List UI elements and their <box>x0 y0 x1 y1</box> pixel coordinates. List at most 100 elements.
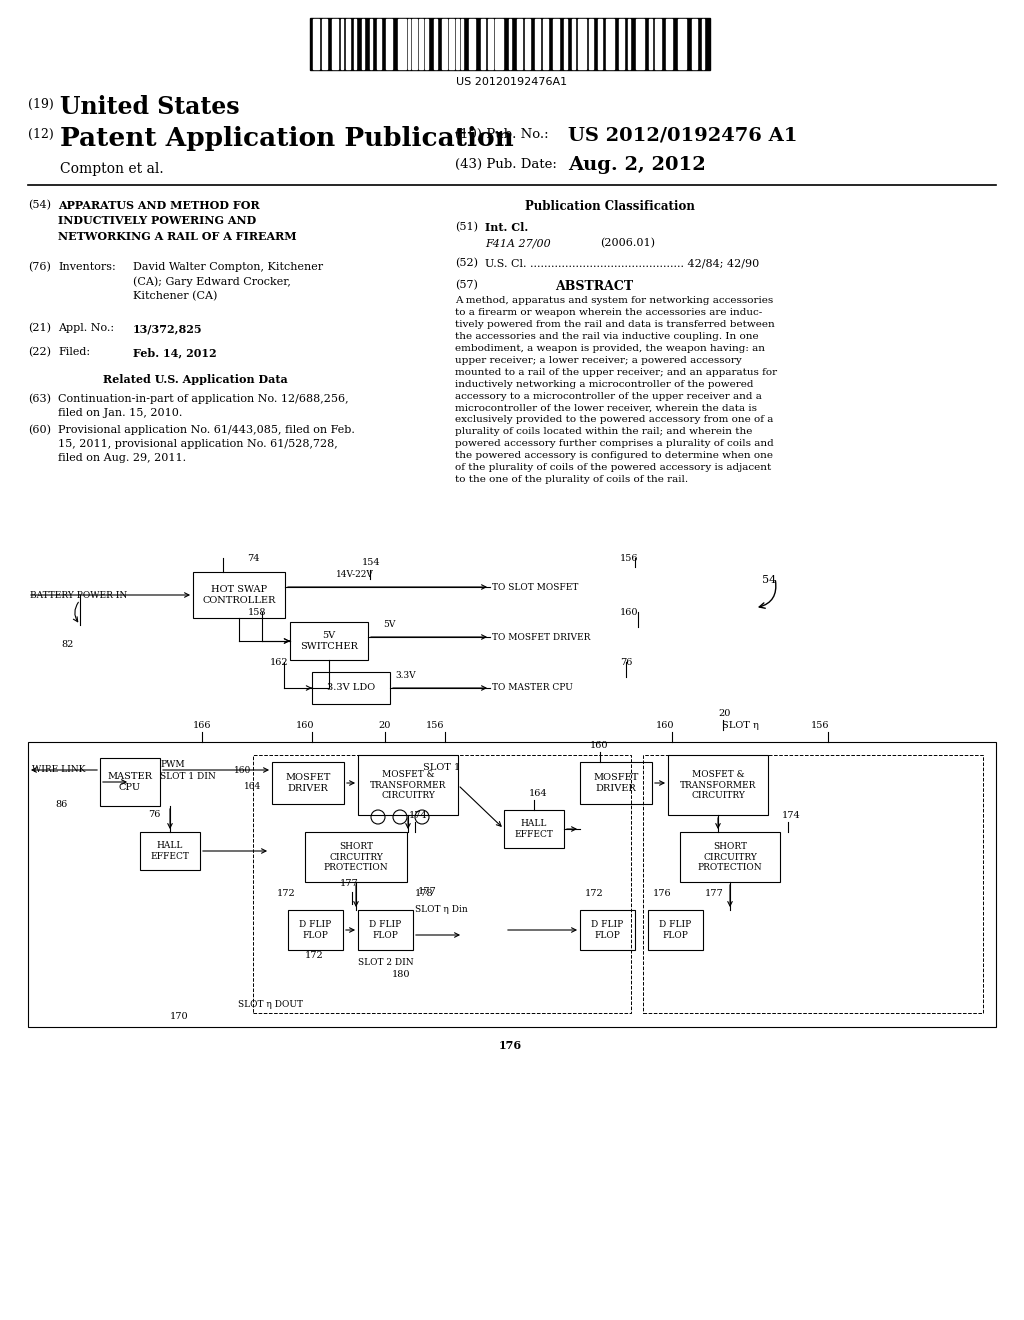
Text: 180: 180 <box>392 970 411 979</box>
Text: D FLIP
FLOP: D FLIP FLOP <box>659 920 691 940</box>
Text: 86: 86 <box>55 800 68 809</box>
Bar <box>313 18 319 69</box>
Text: A method, apparatus and system for networking accessories
to a firearm or weapon: A method, apparatus and system for netwo… <box>455 296 777 484</box>
Text: D FLIP
FLOP: D FLIP FLOP <box>370 920 401 940</box>
Bar <box>488 18 493 69</box>
Bar <box>580 909 635 950</box>
Bar <box>28 742 996 1027</box>
Text: HALL
EFFECT: HALL EFFECT <box>151 841 189 861</box>
Text: 5V
SWITCHER: 5V SWITCHER <box>300 631 358 651</box>
Text: 13/372,825: 13/372,825 <box>133 323 203 334</box>
Text: U.S. Cl. ............................................ 42/84; 42/90: U.S. Cl. ...............................… <box>485 257 759 268</box>
Text: 156: 156 <box>620 554 639 564</box>
Bar <box>606 18 614 69</box>
Bar <box>358 909 413 950</box>
Bar <box>140 832 200 870</box>
Bar <box>504 810 564 847</box>
Bar <box>434 18 437 69</box>
Text: 174: 174 <box>782 810 801 820</box>
Bar <box>495 18 503 69</box>
Text: Related U.S. Application Data: Related U.S. Application Data <box>103 374 288 385</box>
Bar <box>636 18 644 69</box>
Text: 3.3V LDO: 3.3V LDO <box>327 684 375 693</box>
Bar <box>572 18 575 69</box>
Bar <box>678 18 686 69</box>
Text: WIRE LINK: WIRE LINK <box>32 766 85 775</box>
Text: 160: 160 <box>234 766 251 775</box>
Bar <box>341 18 343 69</box>
Text: Patent Application Publication: Patent Application Publication <box>60 125 514 150</box>
Text: D FLIP
FLOP: D FLIP FLOP <box>592 920 624 940</box>
Bar <box>253 755 631 1012</box>
Text: 154: 154 <box>362 558 381 568</box>
Bar <box>358 755 458 814</box>
Bar <box>346 18 350 69</box>
Text: SLOT η DOUT: SLOT η DOUT <box>238 1001 303 1008</box>
Text: David Walter Compton, Kitchener
(CA); Gary Edward Crocker,
Kitchener (CA): David Walter Compton, Kitchener (CA); Ga… <box>133 261 324 301</box>
Text: Aug. 2, 2012: Aug. 2, 2012 <box>568 156 706 174</box>
Text: SHORT
CIRCUITRY
PROTECTION: SHORT CIRCUITRY PROTECTION <box>324 842 388 873</box>
Bar <box>332 18 338 69</box>
Bar <box>305 832 407 882</box>
Bar <box>469 18 475 69</box>
Text: 5V: 5V <box>383 620 395 630</box>
Text: (52): (52) <box>455 257 478 268</box>
Text: 20: 20 <box>379 721 391 730</box>
Text: F41A 27/00: F41A 27/00 <box>485 238 551 248</box>
Bar <box>702 18 705 69</box>
Text: 172: 172 <box>585 888 604 898</box>
Text: (10) Pub. No.:: (10) Pub. No.: <box>455 128 549 141</box>
Bar <box>648 909 703 950</box>
Text: 14V-22V: 14V-22V <box>336 570 374 579</box>
Bar <box>692 18 697 69</box>
Bar <box>535 18 540 69</box>
Text: MASTER
CPU: MASTER CPU <box>108 772 153 792</box>
Bar <box>193 572 285 618</box>
Text: Publication Classification: Publication Classification <box>525 201 695 213</box>
Text: (60): (60) <box>28 425 51 436</box>
Bar <box>517 18 522 69</box>
Text: Inventors:: Inventors: <box>58 261 116 272</box>
Bar <box>354 18 356 69</box>
Bar <box>310 18 710 70</box>
Text: (19): (19) <box>28 98 53 111</box>
Text: PWM: PWM <box>160 760 184 770</box>
Bar <box>553 18 559 69</box>
Text: TO MOSFET DRIVER: TO MOSFET DRIVER <box>492 632 591 642</box>
Bar <box>643 755 983 1012</box>
Text: 172: 172 <box>305 950 324 960</box>
Bar <box>649 18 652 69</box>
Text: 156: 156 <box>811 721 829 730</box>
Text: 160: 160 <box>590 741 608 750</box>
Text: (22): (22) <box>28 347 51 358</box>
Text: United States: United States <box>60 95 240 119</box>
Text: (12): (12) <box>28 128 53 141</box>
Text: 177: 177 <box>418 887 437 896</box>
Bar <box>100 758 160 807</box>
Text: 164: 164 <box>244 781 261 791</box>
Text: SLOT 2 DIN: SLOT 2 DIN <box>358 958 414 968</box>
Text: 54: 54 <box>762 576 776 585</box>
Bar <box>419 18 423 69</box>
Text: 20: 20 <box>718 709 730 718</box>
Bar <box>666 18 672 69</box>
Bar <box>449 18 454 69</box>
Bar <box>272 762 344 804</box>
Text: Appl. No.:: Appl. No.: <box>58 323 114 333</box>
Text: 177: 177 <box>705 888 724 898</box>
Bar <box>589 18 593 69</box>
Text: 82: 82 <box>61 640 74 649</box>
Bar <box>456 18 459 69</box>
Text: MOSFET
DRIVER: MOSFET DRIVER <box>286 774 331 793</box>
Bar <box>461 18 463 69</box>
Bar <box>362 18 364 69</box>
Text: Feb. 14, 2012: Feb. 14, 2012 <box>133 347 217 358</box>
Bar <box>408 18 410 69</box>
Bar <box>425 18 428 69</box>
Text: (63): (63) <box>28 393 51 404</box>
Text: HALL
EFFECT: HALL EFFECT <box>515 820 553 838</box>
Bar <box>668 755 768 814</box>
Text: (76): (76) <box>28 261 51 272</box>
Text: (43) Pub. Date:: (43) Pub. Date: <box>455 158 557 172</box>
Bar <box>598 18 602 69</box>
